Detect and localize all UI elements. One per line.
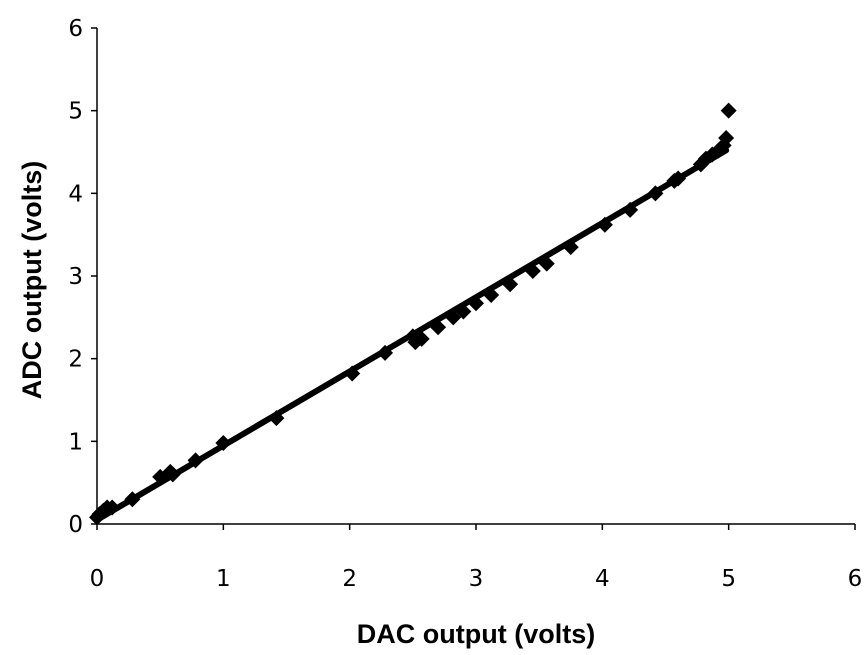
data-point [455,303,472,320]
data-point [502,276,519,293]
data-points [89,102,737,526]
x-tick-label: 6 [848,566,863,592]
data-point [647,185,664,202]
x-tick-label: 4 [595,566,610,592]
data-point [670,170,687,187]
data-point [718,129,735,146]
x-tick-label: 5 [721,566,736,592]
data-point [468,295,484,312]
data-point [562,239,579,256]
x-axis-ticks: 0 1 2 3 4 5 6 [90,524,863,592]
data-point [215,434,232,451]
y-tick-label: 6 [68,16,83,42]
data-point [124,491,141,508]
data-point [720,102,737,119]
data-point [524,263,541,280]
data-point [268,410,285,427]
x-axis-title: DAC output (volts) [357,619,595,649]
data-point [377,344,394,361]
x-tick-label: 1 [216,566,231,592]
y-tick-label: 2 [68,347,83,373]
data-point [104,499,121,516]
data-point [483,287,500,304]
x-tick-label: 2 [342,566,357,592]
y-axis-title: ADC output (volts) [17,161,47,399]
data-point [164,466,181,483]
x-tick-label: 3 [469,566,484,592]
y-tick-label: 5 [68,99,83,125]
y-tick-label: 3 [68,264,83,290]
data-point [344,365,361,382]
data-point [413,330,430,347]
data-point [622,201,639,218]
y-axis-ticks: 0 1 2 3 4 5 6 [68,16,97,538]
y-tick-label: 1 [68,429,83,455]
data-point [538,255,555,272]
y-tick-label: 0 [68,512,83,538]
x-tick-label: 0 [90,566,105,592]
plot-area [96,28,855,525]
y-tick-label: 4 [68,181,83,207]
data-point [596,216,613,233]
data-point [430,319,447,336]
data-point [187,452,204,469]
